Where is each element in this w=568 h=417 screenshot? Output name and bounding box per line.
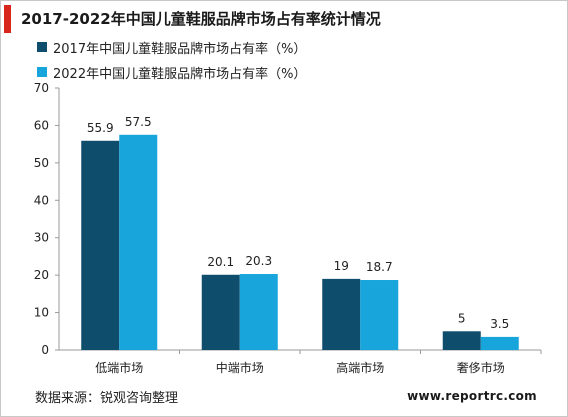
chart-title: 2017-2022年中国儿童鞋服品牌市场占有率统计情况 <box>21 10 381 28</box>
y-tick-label: 50 <box>34 156 49 170</box>
bar <box>81 140 120 350</box>
y-tick-label: 10 <box>34 306 49 320</box>
y-tick-label: 60 <box>34 118 49 132</box>
bar <box>480 336 519 350</box>
legend-item-2022: 2022年中国儿童鞋服品牌市场占有率（%） <box>37 62 306 82</box>
bar <box>239 274 278 350</box>
bar <box>201 274 240 350</box>
bar <box>322 278 361 350</box>
y-tick-label: 0 <box>41 343 49 357</box>
data-label: 57.5 <box>125 115 152 129</box>
x-tick-label: 高端市场 <box>336 360 384 375</box>
data-label: 5 <box>458 311 466 325</box>
bar <box>360 280 399 350</box>
legend-swatch-2022 <box>37 67 47 77</box>
data-label: 55.9 <box>87 121 114 135</box>
x-tick-label: 奢侈市场 <box>457 360 505 375</box>
data-label: 19 <box>334 259 349 273</box>
website-url: www.reportrc.com <box>407 389 537 403</box>
data-label: 20.3 <box>245 254 272 268</box>
legend-label-2017: 2017年中国儿童鞋服品牌市场占有率（%） <box>53 41 307 57</box>
legend-item-2017: 2017年中国儿童鞋服品牌市场占有率（%） <box>37 37 306 57</box>
source-note: 数据来源：锐观咨询整理 <box>35 391 179 406</box>
bar <box>442 331 481 350</box>
y-tick-label: 70 <box>34 81 49 95</box>
data-label: 3.5 <box>490 317 509 331</box>
y-tick-label: 30 <box>34 231 49 245</box>
bar <box>119 134 158 350</box>
y-tick-label: 20 <box>34 268 49 282</box>
data-label: 20.1 <box>207 255 234 269</box>
data-label: 18.7 <box>366 260 393 274</box>
x-tick-label: 低端市场 <box>95 360 143 375</box>
legend-label-2022: 2022年中国儿童鞋服品牌市场占有率（%） <box>53 66 307 82</box>
y-tick-label: 40 <box>34 193 49 207</box>
legend-swatch-2017 <box>37 42 47 52</box>
title-accent-bar <box>4 5 11 33</box>
x-tick-label: 中端市场 <box>216 360 264 375</box>
